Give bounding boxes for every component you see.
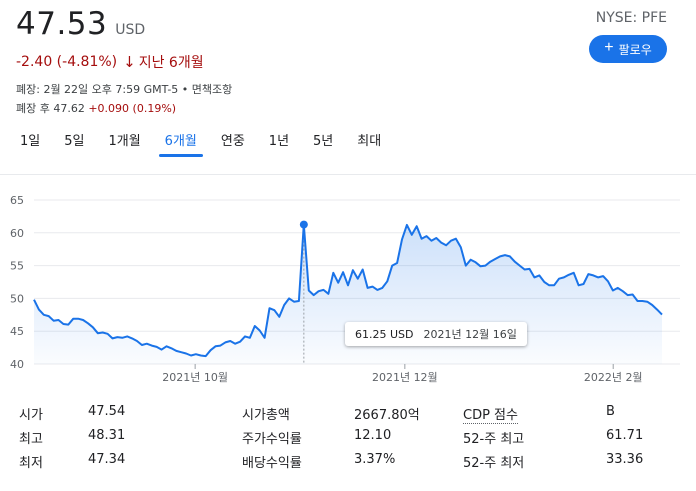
stat-label: 52-주 최저 — [463, 456, 525, 471]
stat-value: 33.36 — [606, 452, 644, 467]
y-tick-label: 50 — [10, 292, 24, 305]
x-tick-label: 2022년 2월 — [584, 371, 643, 384]
y-tick-label: 40 — [10, 358, 24, 371]
ticker-symbol: NYSE: PFE — [595, 10, 667, 26]
stat-value: 2667.80억 — [354, 408, 420, 423]
plus-icon: + — [604, 39, 614, 56]
stat-value: B — [606, 404, 615, 419]
follow-button[interactable]: + 팔로우 — [589, 35, 667, 63]
price-chart-svg: 40 45 50 55 60 65 2021년 10월 2021년 12월 2022년 2월 — [10, 194, 680, 384]
stat-label: 최고 — [19, 432, 43, 447]
arrow-down-icon: ↓ — [123, 53, 136, 71]
stat-value: 47.54 — [88, 404, 126, 419]
price-chart[interactable]: 40 45 50 55 60 65 2021년 10월 2021년 12월 2022년 2월 — [0, 186, 696, 386]
x-tick-label: 2021년 12월 — [372, 371, 438, 384]
tab-6[interactable]: 5년 — [313, 134, 334, 149]
tab-7[interactable]: 최대 — [357, 134, 382, 149]
tab-0[interactable]: 1일 — [20, 134, 41, 149]
stat-row: 시가 47.54 시가총액 2667.80억 CDP 점수 B — [0, 404, 696, 424]
y-tick-label: 65 — [10, 194, 24, 207]
stat-value: 47.34 — [88, 452, 126, 467]
tab-5[interactable]: 1년 — [268, 134, 290, 149]
price-change: -2.40 (-4.81%) ↓ 지난 6개월 — [16, 52, 204, 72]
y-tick-label: 45 — [10, 325, 24, 338]
change-value: -2.40 (-4.81%) — [16, 54, 118, 70]
stat-label: 시가 — [19, 408, 43, 423]
range-tabs: 1일 5일 1개월 6개월 연중 1년 5년 최대 — [8, 130, 393, 157]
stat-label: 주가수익률 — [242, 432, 302, 447]
price-header: 47.53 USD — [16, 6, 145, 42]
stat-label: 배당수익률 — [242, 456, 302, 471]
stat-row: 최고 48.31 주가수익률 12.10 52-주 최고 61.71 — [0, 428, 696, 448]
stat-label[interactable]: CDP 점수 — [463, 404, 518, 424]
tooltip-value: 61.25 USD — [355, 327, 414, 341]
stat-value: 61.71 — [606, 428, 644, 443]
chart-tooltip: 61.25 USD 2021년 12월 16일 — [345, 322, 527, 346]
y-tick-label: 55 — [10, 260, 24, 273]
change-period: 지난 6개월 — [138, 55, 204, 71]
stat-label: 시가총액 — [242, 408, 290, 423]
tab-3[interactable]: 6개월 — [153, 130, 209, 157]
stat-row: 최저 47.34 배당수익률 3.37% 52-주 최저 33.36 — [0, 452, 696, 472]
stat-value: 48.31 — [88, 428, 126, 443]
after-hours-price: 폐장 후 47.62 — [16, 102, 85, 115]
price-line — [33, 223, 663, 358]
tabs-divider — [0, 174, 696, 175]
highlight-point — [299, 220, 308, 229]
after-hours-change: +0.090 (0.19%) — [88, 102, 177, 115]
currency-label: USD — [115, 22, 146, 38]
stat-value: 3.37% — [354, 452, 396, 467]
follow-label: 팔로우 — [618, 42, 652, 57]
y-tick-label: 60 — [10, 227, 24, 240]
closed-time: 폐장: 2월 22일 오후 7:59 GMT-5 • 면책조항 — [16, 83, 233, 96]
stat-label: 52-주 최고 — [463, 432, 525, 447]
x-tick-label: 2021년 10월 — [162, 371, 228, 384]
tab-4[interactable]: 연중 — [220, 134, 245, 149]
tooltip-date: 2021년 12월 16일 — [423, 328, 517, 341]
tab-1[interactable]: 5일 — [64, 134, 85, 149]
stat-value: 12.10 — [354, 428, 392, 443]
current-price: 47.53 — [16, 6, 108, 42]
tab-2[interactable]: 1개월 — [108, 134, 141, 149]
stat-label: 최저 — [19, 456, 43, 471]
after-hours: 폐장 후 47.62 +0.090 (0.19%) — [16, 100, 176, 116]
